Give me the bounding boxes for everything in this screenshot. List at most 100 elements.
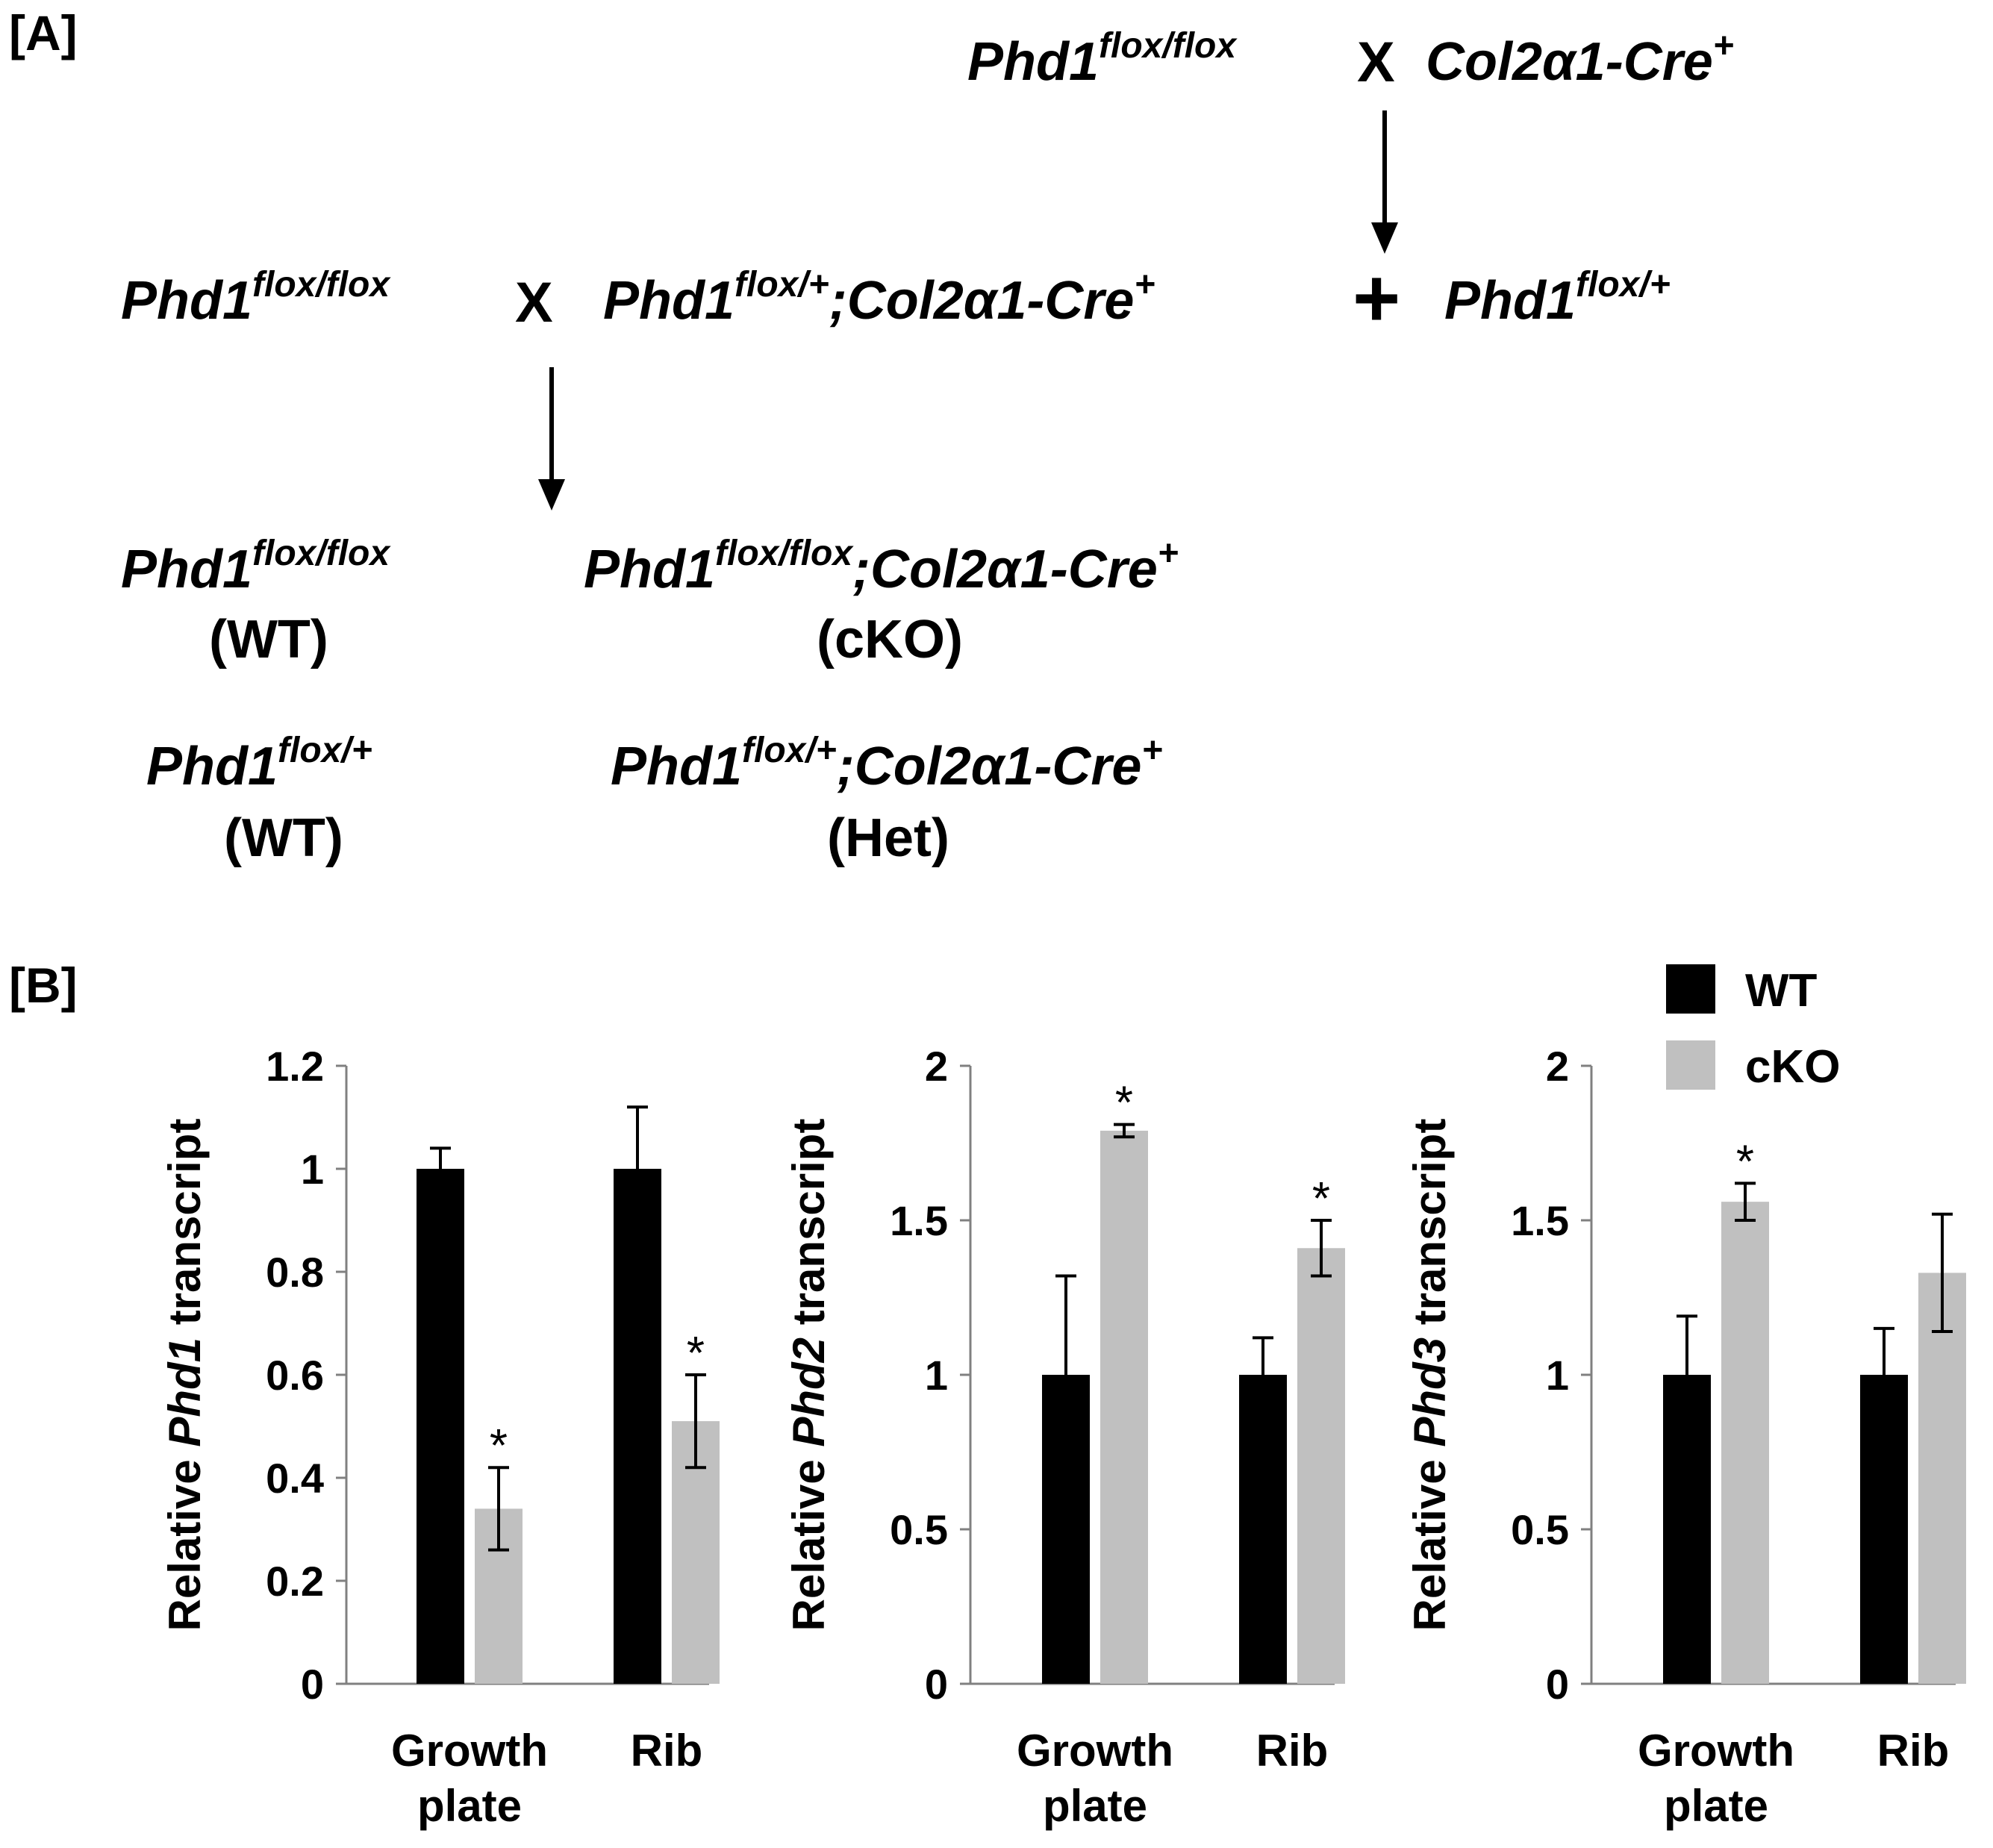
y-tick-label: 0.2: [266, 1558, 324, 1605]
bar-cko: [1100, 1130, 1148, 1684]
y-tick-label: 0.6: [266, 1352, 324, 1399]
mid-parent-1-genotype: Phd1flox/flox: [121, 267, 390, 331]
bar-cko: [1297, 1248, 1345, 1684]
y-axis-label-pre: Relative: [160, 1447, 210, 1632]
mid-cross-symbol: X: [515, 271, 553, 334]
y-tick-label: 1.2: [266, 1043, 324, 1090]
mid-plus-symbol: +: [1353, 252, 1401, 344]
genotype-cre: ;Col2α1-Cre: [829, 271, 1135, 331]
y-axis-label-pre: Relative: [784, 1447, 834, 1632]
bar-wt: [614, 1169, 661, 1684]
category-label: plate: [1043, 1781, 1147, 1831]
offspring-3-genotype: Phd1flox/+: [146, 733, 372, 797]
bar-cko: [1918, 1273, 1966, 1684]
offspring-2-genotype: Phd1flox/flox;Col2α1-Cre+: [584, 536, 1179, 600]
y-tick-label: 0: [1546, 1661, 1569, 1708]
offspring-3-name: (WT): [224, 808, 343, 868]
top-cross-symbol: X: [1357, 31, 1395, 94]
offspring-1-name: (WT): [209, 610, 328, 669]
significance-marker: *: [1736, 1136, 1754, 1187]
y-tick-label: 0.4: [266, 1455, 324, 1502]
category-label: Growth: [1017, 1726, 1173, 1776]
category-label: Rib: [631, 1726, 703, 1776]
y-tick-label: 2: [1546, 1043, 1569, 1090]
genotype-allele: flox/flox: [715, 534, 853, 573]
panel-a-label: [A]: [9, 5, 78, 60]
genotype-allele: +: [1712, 26, 1734, 66]
genotype-cre-allele: +: [1141, 731, 1163, 770]
genotype-base: Phd1: [611, 737, 743, 796]
genotype-base: Col2α1-Cre: [1426, 32, 1713, 92]
legend-label-cko: cKO: [1745, 1041, 1840, 1093]
arrow-head-middle: [538, 479, 565, 511]
genotype-allele: flox/+: [1576, 265, 1671, 305]
offspring-4-genotype: Phd1flox/+;Col2α1-Cre+: [611, 733, 1163, 797]
significance-marker: *: [687, 1328, 705, 1379]
y-axis-label: Relative Phd2 transcript: [784, 1119, 834, 1632]
mid-parent-3-genotype: Phd1flox/+: [1444, 267, 1671, 331]
y-tick-label: 2: [925, 1043, 948, 1090]
y-tick-label: 0: [301, 1661, 324, 1708]
bar-wt: [417, 1169, 464, 1684]
genotype-allele: flox/+: [742, 731, 837, 770]
y-tick-label: 1: [1546, 1352, 1569, 1399]
genotype-base: Phd1: [121, 540, 253, 599]
y-axis-label-gene: Phd1: [160, 1337, 210, 1447]
y-axis-label-gene: Phd3: [1405, 1337, 1455, 1447]
y-tick-label: 1: [301, 1146, 324, 1193]
y-tick-label: 0.5: [890, 1506, 948, 1553]
genotype-base: Phd1: [584, 540, 716, 599]
legend-swatch-cko: [1666, 1040, 1715, 1090]
category-label: plate: [417, 1781, 522, 1831]
bar-wt: [1239, 1375, 1287, 1684]
offspring-4-name: (Het): [827, 808, 949, 868]
mid-parent-2-genotype: Phd1flox/+;Col2α1-Cre+: [603, 267, 1155, 331]
y-tick-label: 1: [925, 1352, 948, 1399]
category-label: Rib: [1877, 1726, 1950, 1776]
genotype-base: Phd1: [1444, 271, 1576, 331]
genotype-base: Phd1: [146, 737, 278, 796]
y-tick-label: 0.8: [266, 1249, 324, 1296]
genotype-allele: flox/+: [278, 731, 372, 770]
genotype-allele: flox/+: [734, 265, 829, 305]
y-axis-label-post: transcript: [160, 1119, 210, 1337]
panel-b-label: [B]: [9, 958, 78, 1013]
y-tick-label: 0: [925, 1661, 948, 1708]
category-label: plate: [1664, 1781, 1768, 1831]
category-label: Growth: [391, 1726, 548, 1776]
legend-label-wt: WT: [1745, 965, 1818, 1017]
offspring-2-name: (cKO): [817, 610, 963, 669]
y-axis-label-post: transcript: [784, 1119, 834, 1337]
arrow-down-middle: [549, 367, 554, 479]
offspring-1-genotype: Phd1flox/flox: [121, 536, 390, 600]
y-axis-label-pre: Relative: [1405, 1447, 1455, 1632]
bar-cko: [1721, 1202, 1769, 1684]
genotype-base: Phd1: [121, 271, 253, 331]
y-tick-label: 1.5: [1511, 1197, 1569, 1244]
category-label: Rib: [1256, 1726, 1329, 1776]
top-parent-1-genotype: Phd1flox/flox: [967, 28, 1236, 93]
genotype-base: Phd1: [967, 32, 1100, 92]
legend-swatch-wt: [1666, 964, 1715, 1014]
genotype-allele: flox/flox: [252, 265, 390, 305]
y-tick-label: 1.5: [890, 1197, 948, 1244]
arrow-down-top: [1382, 110, 1387, 222]
y-axis-label: Relative Phd1 transcript: [160, 1119, 210, 1632]
significance-marker: *: [1115, 1078, 1133, 1129]
y-tick-label: 0.5: [1511, 1506, 1569, 1553]
bar-wt: [1860, 1375, 1908, 1684]
category-label: Growth: [1638, 1726, 1794, 1776]
genotype-cre-allele: +: [1157, 534, 1179, 573]
arrow-head-top: [1371, 222, 1398, 254]
significance-marker: *: [490, 1420, 508, 1472]
genotype-cre: ;Col2α1-Cre: [852, 540, 1158, 599]
significance-marker: *: [1312, 1173, 1330, 1225]
y-axis-label-gene: Phd2: [784, 1337, 834, 1447]
y-axis-label: Relative Phd3 transcript: [1405, 1119, 1455, 1632]
y-axis-label-post: transcript: [1405, 1119, 1455, 1337]
top-parent-2-genotype: Col2α1-Cre+: [1426, 28, 1734, 93]
genotype-cre-allele: +: [1134, 265, 1155, 305]
genotype-allele: flox/flox: [252, 534, 390, 573]
genotype-cre: ;Col2α1-Cre: [836, 737, 1142, 796]
